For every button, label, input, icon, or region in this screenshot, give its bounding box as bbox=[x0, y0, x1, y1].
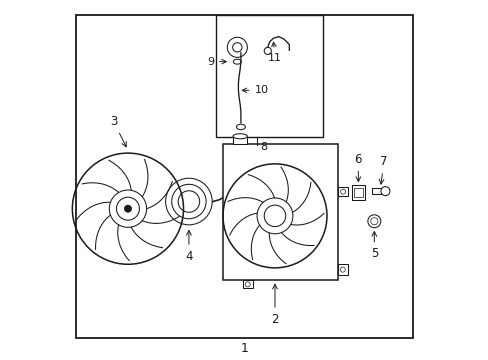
Bar bbox=[337, 264, 347, 275]
Bar bbox=[353, 188, 362, 197]
Bar bbox=[337, 187, 348, 196]
Text: 11: 11 bbox=[267, 42, 282, 63]
Text: 2: 2 bbox=[271, 284, 278, 326]
Bar bbox=[233, 136, 247, 144]
Text: 6: 6 bbox=[354, 153, 362, 181]
Circle shape bbox=[124, 205, 131, 212]
Bar bbox=[371, 188, 383, 194]
Text: 4: 4 bbox=[185, 230, 192, 263]
Text: 3: 3 bbox=[110, 115, 126, 147]
Bar bbox=[223, 144, 337, 280]
Text: 1: 1 bbox=[240, 342, 248, 355]
Text: 9: 9 bbox=[206, 57, 226, 67]
Circle shape bbox=[380, 186, 389, 195]
Text: 7: 7 bbox=[379, 155, 387, 184]
Text: 8: 8 bbox=[260, 141, 267, 152]
Ellipse shape bbox=[233, 134, 247, 139]
Bar bbox=[351, 185, 364, 200]
Circle shape bbox=[367, 215, 380, 228]
Bar bbox=[215, 15, 323, 137]
Bar bbox=[242, 280, 252, 288]
Text: 5: 5 bbox=[370, 231, 377, 260]
Text: 10: 10 bbox=[242, 85, 268, 95]
